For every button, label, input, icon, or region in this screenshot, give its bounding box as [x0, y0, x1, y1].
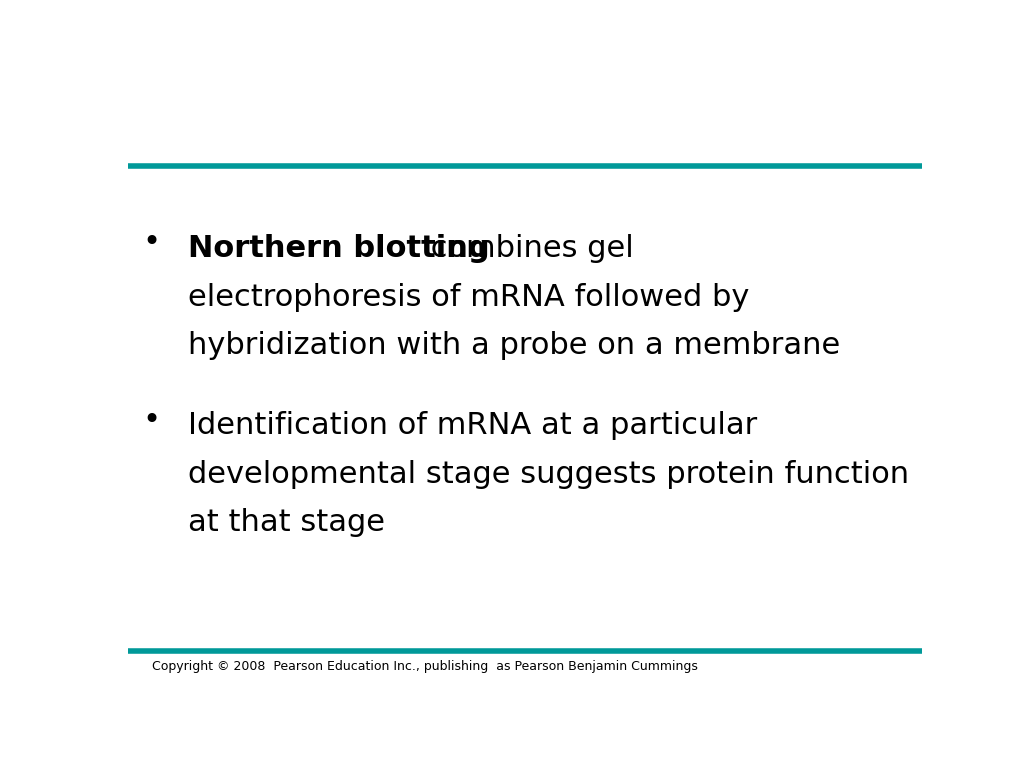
Text: combines gel: combines gel — [421, 234, 634, 263]
Text: •: • — [142, 406, 161, 435]
Text: •: • — [142, 228, 161, 257]
Text: Identification of mRNA at a particular: Identification of mRNA at a particular — [187, 412, 757, 441]
Text: electrophoresis of mRNA followed by: electrophoresis of mRNA followed by — [187, 283, 749, 312]
Text: hybridization with a probe on a membrane: hybridization with a probe on a membrane — [187, 331, 840, 360]
Text: at that stage: at that stage — [187, 508, 385, 538]
Text: Northern blotting: Northern blotting — [187, 234, 489, 263]
Text: Copyright © 2008  Pearson Education Inc., publishing  as Pearson Benjamin Cummin: Copyright © 2008 Pearson Education Inc.,… — [152, 660, 697, 673]
Text: developmental stage suggests protein function: developmental stage suggests protein fun… — [187, 460, 908, 489]
